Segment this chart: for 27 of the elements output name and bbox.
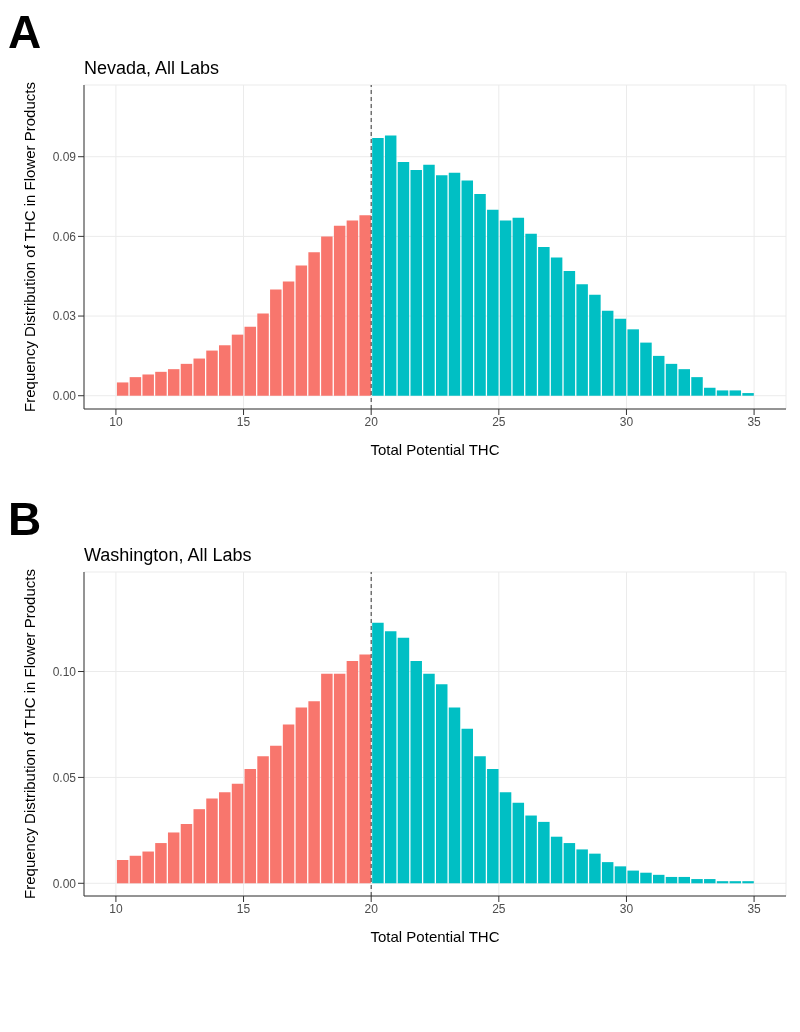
y-axis-title: Frequency Distribution of THC in Flower Products [21, 82, 39, 412]
x-tick-label: 35 [747, 414, 762, 429]
x-tick-label: 10 [109, 901, 123, 916]
chart-title: Washington, All Labs [84, 545, 253, 566]
y-tick-label: 0.05 [52, 770, 77, 785]
x-axis-title: Total Potential THC [370, 928, 500, 945]
text: B [8, 493, 43, 545]
y-tick-label: 0.09 [52, 149, 77, 164]
y-tick-label: 0.00 [52, 876, 77, 891]
x-tick-label: 25 [492, 901, 506, 916]
y-axis-title: Frequency Distribution of THC in Flower Products [21, 569, 39, 899]
y-tick-label: 0.00 [52, 388, 77, 403]
x-tick-label: 30 [619, 414, 634, 429]
y-tick-label: 0.10 [52, 664, 77, 679]
x-tick-label: 20 [364, 414, 379, 429]
x-axis-title: Total Potential THC [370, 441, 500, 458]
x-tick-label: 15 [236, 901, 251, 916]
x-tick-label: 20 [364, 901, 379, 916]
y-tick-label: 0.06 [52, 229, 77, 244]
chart-title: Nevada, All Labs [84, 58, 221, 79]
x-tick-label: 15 [236, 414, 251, 429]
x-tick-label: 35 [747, 901, 762, 916]
x-tick-label: 25 [492, 414, 506, 429]
text: A [8, 6, 43, 58]
x-tick-label: 10 [109, 414, 123, 429]
x-tick-label: 30 [619, 901, 634, 916]
y-tick-label: 0.03 [52, 309, 77, 324]
